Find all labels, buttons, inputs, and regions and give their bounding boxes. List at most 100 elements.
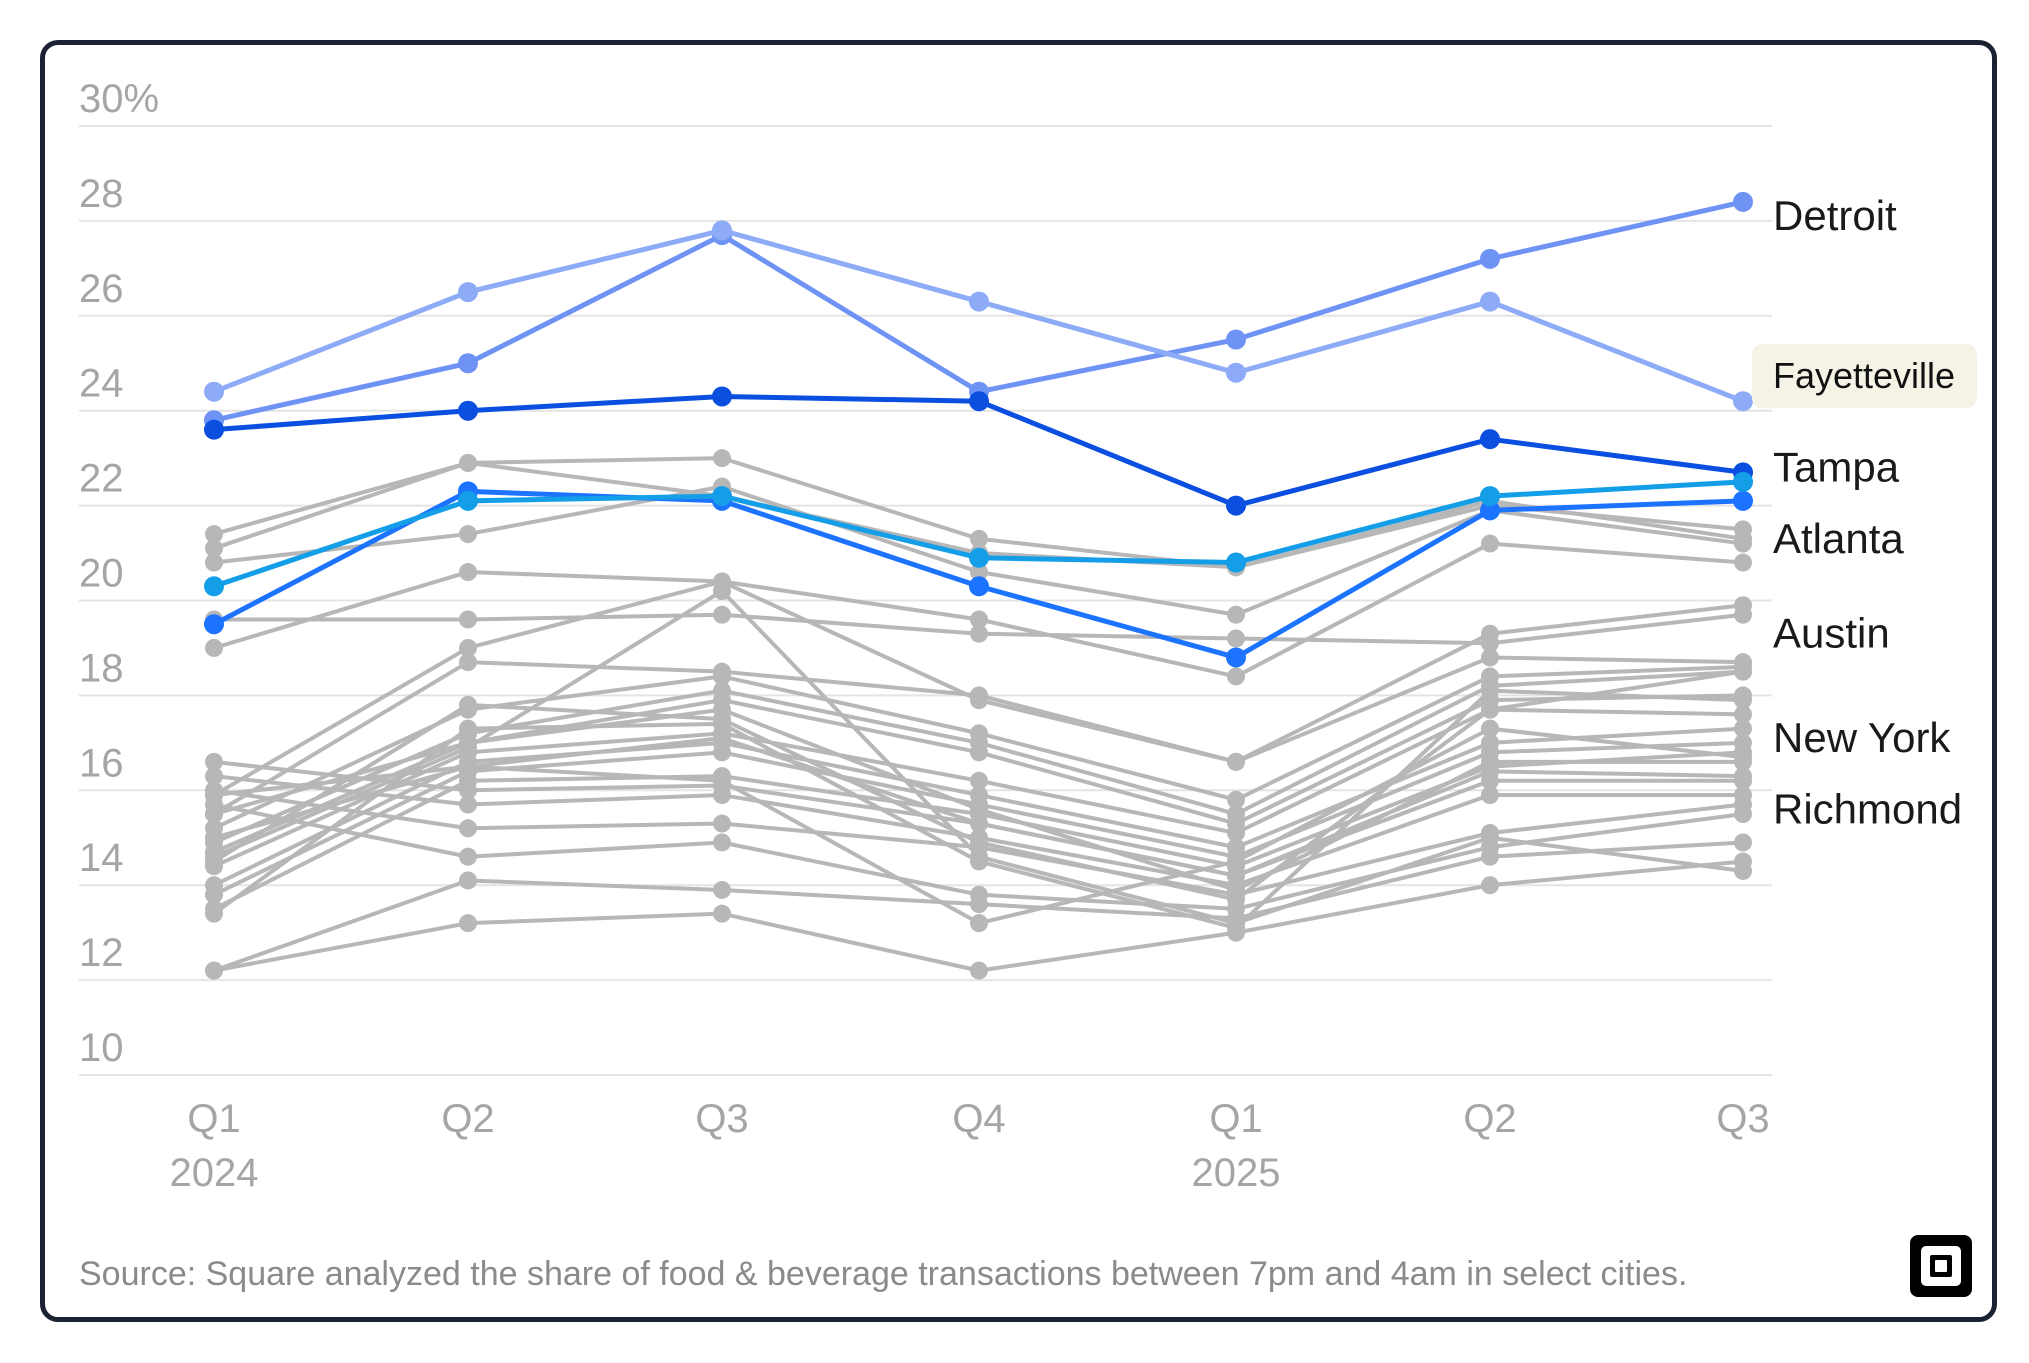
data-point <box>1481 681 1499 700</box>
y-tick-label: 28 <box>79 172 124 216</box>
y-tick-label: 30% <box>79 77 159 121</box>
data-point <box>1481 624 1499 643</box>
data-point <box>1734 719 1752 738</box>
data-point <box>1226 329 1246 350</box>
data-point <box>1481 719 1499 738</box>
data-point <box>1226 362 1246 383</box>
data-point <box>713 729 731 748</box>
data-point <box>713 449 731 468</box>
data-point <box>458 490 478 511</box>
data-point <box>1227 790 1245 809</box>
x-tick-label: Q1 <box>1209 1097 1262 1141</box>
data-point <box>205 767 223 786</box>
highlighted-series <box>204 191 1753 668</box>
data-point <box>205 539 223 558</box>
series-fayetteville <box>204 220 1753 412</box>
x-tick-label: Q1 <box>187 1097 240 1141</box>
data-point <box>1734 691 1752 710</box>
data-point <box>1734 705 1752 724</box>
data-point <box>713 771 731 790</box>
x-year-label: 2025 <box>1192 1151 1281 1195</box>
y-axis-ticks: 30% 28 26 24 22 20 18 16 14 12 10 <box>79 77 159 1070</box>
data-point <box>1480 486 1500 507</box>
series-line <box>211 393 1746 509</box>
background-series-line <box>205 534 1752 686</box>
series-label: Atlanta <box>1773 515 1904 562</box>
series-austin <box>204 471 1753 597</box>
background-series-line <box>205 681 1752 937</box>
data-point <box>458 353 478 374</box>
data-point <box>970 610 988 629</box>
data-point <box>1227 918 1245 937</box>
data-point <box>1734 748 1752 767</box>
series-label: New York <box>1773 714 1951 761</box>
y-tick-label: 24 <box>79 362 124 406</box>
x-tick-label: Q3 <box>1716 1097 1769 1141</box>
data-point <box>713 814 731 833</box>
data-point <box>712 386 732 407</box>
x-year-label: 2024 <box>170 1151 259 1195</box>
data-point <box>459 847 477 866</box>
tooltip-box <box>1752 344 1977 409</box>
y-tick-label: 14 <box>79 836 124 880</box>
data-point <box>713 833 731 852</box>
y-tick-label: 16 <box>79 741 124 785</box>
data-point <box>1227 667 1245 686</box>
data-point <box>970 563 988 582</box>
data-point <box>1227 866 1245 885</box>
data-point <box>1480 248 1500 269</box>
square-logo-icon <box>1910 1235 1972 1297</box>
data-point <box>205 904 223 923</box>
data-point <box>970 814 988 833</box>
data-point <box>969 576 989 597</box>
data-point <box>970 833 988 852</box>
data-point <box>712 220 732 241</box>
series-label: Austin <box>1773 610 1890 657</box>
data-point <box>459 719 477 738</box>
data-point <box>1481 828 1499 847</box>
data-point <box>459 795 477 814</box>
data-point <box>459 695 477 714</box>
data-point <box>1734 767 1752 786</box>
data-point <box>1734 553 1752 572</box>
data-point <box>713 743 731 762</box>
data-point <box>459 653 477 672</box>
data-point <box>459 914 477 933</box>
data-point <box>1481 786 1499 805</box>
data-point <box>1733 191 1753 212</box>
data-point <box>712 486 732 507</box>
data-point <box>970 914 988 933</box>
data-point <box>1227 852 1245 871</box>
data-point <box>1734 805 1752 824</box>
data-point <box>1734 534 1752 553</box>
data-point <box>205 961 223 980</box>
data-point <box>459 819 477 838</box>
data-point <box>205 752 223 771</box>
data-point <box>1481 762 1499 781</box>
data-point <box>970 686 988 705</box>
data-point <box>205 805 223 824</box>
data-point <box>204 576 224 597</box>
data-point <box>459 610 477 629</box>
data-point <box>713 667 731 686</box>
data-point <box>1734 861 1752 880</box>
data-point <box>1733 391 1753 412</box>
data-point <box>204 614 224 635</box>
data-point <box>204 419 224 440</box>
data-point <box>459 757 477 776</box>
tooltip: Fayetteville <box>1752 344 1977 409</box>
data-point <box>713 582 731 601</box>
data-point <box>970 852 988 871</box>
data-point <box>1480 500 1500 521</box>
data-point <box>713 605 731 624</box>
data-point <box>1481 876 1499 895</box>
y-tick-label: 18 <box>79 646 124 690</box>
x-tick-label: Q2 <box>441 1097 494 1141</box>
data-point <box>1227 824 1245 843</box>
data-point <box>1227 890 1245 909</box>
source-note: Source: Square analyzed the share of foo… <box>79 1255 1688 1293</box>
data-point <box>713 714 731 733</box>
y-tick-label: 10 <box>79 1026 124 1070</box>
x-tick-label: Q3 <box>695 1097 748 1141</box>
data-point <box>459 563 477 582</box>
